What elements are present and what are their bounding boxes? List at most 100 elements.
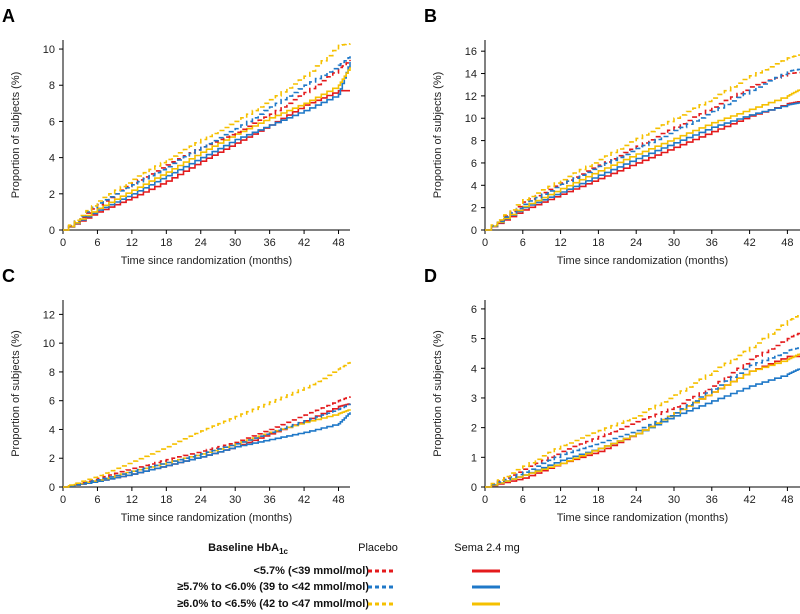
y-tick-label: 2 xyxy=(471,423,477,435)
y-tick-label: 0 xyxy=(49,482,55,494)
placebo-line-d-2 xyxy=(485,314,800,488)
y-tick-label: 8 xyxy=(49,80,55,92)
placebo-line-c-2 xyxy=(63,361,351,488)
y-tick-label: 10 xyxy=(43,44,55,56)
y-axis-title: Proportion of subjects (%) xyxy=(432,330,444,457)
x-tick-label: 42 xyxy=(298,494,310,506)
x-tick-label: 48 xyxy=(781,494,793,506)
y-tick-label: 1 xyxy=(471,452,477,464)
placebo-line-b-1 xyxy=(485,68,800,231)
x-axis-title: Time since randomization (months) xyxy=(121,255,292,267)
x-tick-label: 30 xyxy=(229,494,241,506)
x-tick-label: 12 xyxy=(126,237,138,249)
x-tick-label: 12 xyxy=(554,494,566,506)
x-tick-label: 12 xyxy=(126,494,138,506)
x-tick-label: 0 xyxy=(60,494,66,506)
placebo-line-a-2 xyxy=(63,43,351,231)
y-tick-label: 10 xyxy=(465,113,477,125)
x-tick-label: 18 xyxy=(160,237,172,249)
y-tick-label: 16 xyxy=(465,46,477,58)
placebo-line-b-2 xyxy=(485,54,800,231)
x-axis-title: Time since randomization (months) xyxy=(121,512,292,524)
y-tick-label: 0 xyxy=(49,225,55,237)
x-tick-label: 0 xyxy=(482,237,488,249)
legend: Baseline HbA1c Placebo Sema 2.4 mg <5.7%… xyxy=(177,542,520,610)
placebo-line-d-0 xyxy=(485,332,800,488)
x-tick-label: 24 xyxy=(630,494,642,506)
y-tick-label: 6 xyxy=(49,396,55,408)
y-tick-label: 4 xyxy=(49,153,55,165)
x-axis-title: Time since randomization (months) xyxy=(557,255,728,267)
x-tick-label: 36 xyxy=(264,237,276,249)
panel-letter: B xyxy=(424,6,437,26)
placebo-line-d-1 xyxy=(485,347,800,488)
x-tick-label: 30 xyxy=(668,494,680,506)
x-tick-label: 42 xyxy=(298,237,310,249)
legend-row-label: ≥5.7% to <6.0% (39 to <42 mmol/mol) xyxy=(177,581,369,593)
sema-line-c-0 xyxy=(63,403,351,488)
x-tick-label: 6 xyxy=(94,494,100,506)
x-tick-label: 0 xyxy=(482,494,488,506)
x-tick-label: 48 xyxy=(332,237,344,249)
legend-sema-header: Sema 2.4 mg xyxy=(454,542,519,554)
panel-letter: D xyxy=(424,266,437,286)
y-tick-label: 6 xyxy=(49,116,55,128)
x-tick-label: 36 xyxy=(264,494,276,506)
y-tick-label: 8 xyxy=(49,367,55,379)
x-tick-label: 24 xyxy=(630,237,642,249)
y-axis-title: Proportion of subjects (%) xyxy=(10,330,22,457)
x-tick-label: 18 xyxy=(592,494,604,506)
x-tick-label: 12 xyxy=(554,237,566,249)
sema-line-b-1 xyxy=(485,102,800,231)
y-tick-label: 8 xyxy=(471,136,477,148)
placebo-line-a-1 xyxy=(63,56,351,231)
y-axis-title: Proportion of subjects (%) xyxy=(432,72,444,199)
y-tick-label: 2 xyxy=(49,453,55,465)
legend-row-label: ≥6.0% to <6.5% (42 to <47 mmol/mol) xyxy=(177,598,369,610)
y-tick-label: 10 xyxy=(43,338,55,350)
y-tick-label: 0 xyxy=(471,482,477,494)
x-tick-label: 42 xyxy=(743,494,755,506)
panel-letter: C xyxy=(2,266,15,286)
y-tick-label: 4 xyxy=(49,424,55,436)
y-tick-label: 4 xyxy=(471,363,477,375)
x-tick-label: 18 xyxy=(592,237,604,249)
y-axis-title: Proportion of subjects (%) xyxy=(10,72,22,199)
x-tick-label: 48 xyxy=(332,494,344,506)
legend-title: Baseline HbA1c xyxy=(208,542,288,556)
legend-row-label: <5.7% (<39 mmol/mol) xyxy=(253,565,369,577)
x-tick-label: 0 xyxy=(60,237,66,249)
x-tick-label: 6 xyxy=(520,237,526,249)
y-tick-label: 4 xyxy=(471,180,477,192)
x-tick-label: 30 xyxy=(229,237,241,249)
x-tick-label: 24 xyxy=(195,494,207,506)
y-tick-label: 12 xyxy=(465,91,477,103)
x-tick-label: 18 xyxy=(160,494,172,506)
sema-line-a-2 xyxy=(63,67,351,231)
x-tick-label: 42 xyxy=(743,237,755,249)
legend-row-1: <5.7% (<39 mmol/mol) xyxy=(253,565,500,577)
x-tick-label: 48 xyxy=(781,237,793,249)
y-tick-label: 6 xyxy=(471,158,477,170)
x-tick-label: 6 xyxy=(94,237,100,249)
y-tick-label: 14 xyxy=(465,69,477,81)
x-tick-label: 6 xyxy=(520,494,526,506)
y-tick-label: 3 xyxy=(471,393,477,405)
legend-placebo-header: Placebo xyxy=(358,542,398,554)
legend-row-3: ≥6.0% to <6.5% (42 to <47 mmol/mol) xyxy=(177,598,500,610)
sema-line-d-0 xyxy=(485,355,800,488)
placebo-line-c-1 xyxy=(63,403,351,488)
placebo-line-c-0 xyxy=(63,396,351,488)
x-tick-label: 36 xyxy=(706,494,718,506)
panel-letter: A xyxy=(2,6,15,26)
y-tick-label: 2 xyxy=(49,189,55,201)
sema-line-b-0 xyxy=(485,101,800,231)
sema-line-a-0 xyxy=(63,89,350,231)
x-axis-title: Time since randomization (months) xyxy=(557,512,728,524)
